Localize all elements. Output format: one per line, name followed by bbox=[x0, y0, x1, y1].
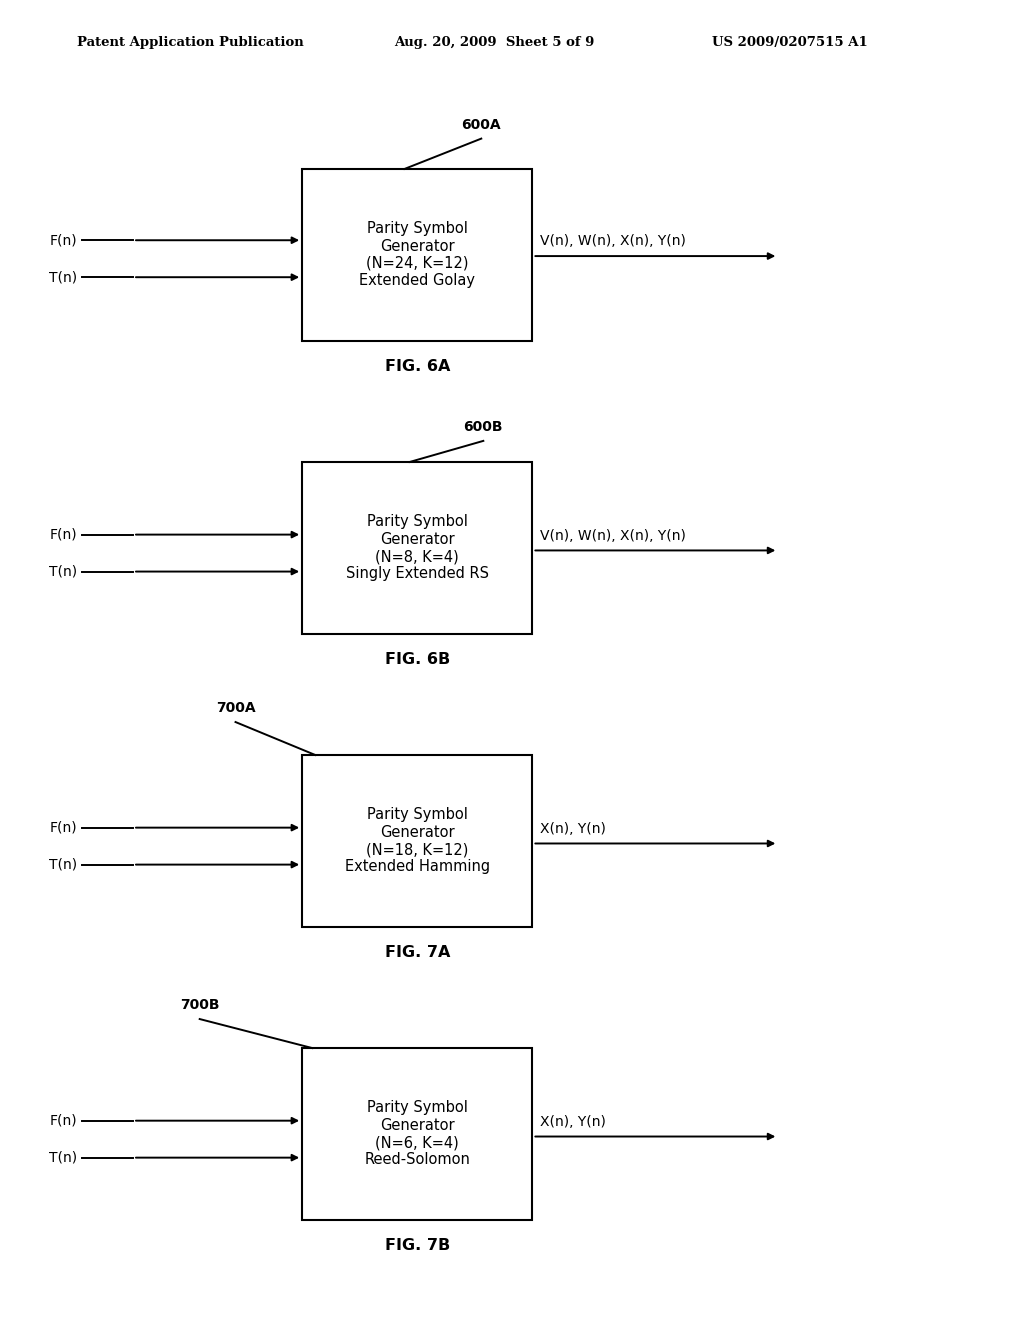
Bar bbox=[302, 755, 532, 927]
Text: F(n): F(n) bbox=[49, 234, 77, 247]
Text: 600A: 600A bbox=[462, 117, 501, 132]
Text: V(n), W(n), X(n), Y(n): V(n), W(n), X(n), Y(n) bbox=[540, 528, 685, 543]
Text: Parity Symbol
Generator
(N=6, K=4)
Reed-Solomon: Parity Symbol Generator (N=6, K=4) Reed-… bbox=[365, 1101, 470, 1167]
Bar bbox=[302, 462, 532, 634]
Text: Parity Symbol
Generator
(N=8, K=4)
Singly Extended RS: Parity Symbol Generator (N=8, K=4) Singl… bbox=[346, 515, 488, 581]
Text: T(n): T(n) bbox=[49, 565, 77, 578]
Text: Parity Symbol
Generator
(N=18, K=12)
Extended Hamming: Parity Symbol Generator (N=18, K=12) Ext… bbox=[345, 808, 489, 874]
Text: 700A: 700A bbox=[216, 701, 255, 715]
Text: X(n), Y(n): X(n), Y(n) bbox=[540, 1114, 605, 1129]
Bar bbox=[302, 169, 532, 341]
Text: F(n): F(n) bbox=[49, 1114, 77, 1127]
Text: F(n): F(n) bbox=[49, 821, 77, 834]
Text: F(n): F(n) bbox=[49, 528, 77, 541]
Text: FIG. 6A: FIG. 6A bbox=[385, 359, 451, 374]
Text: 600B: 600B bbox=[464, 420, 503, 434]
Text: T(n): T(n) bbox=[49, 1151, 77, 1164]
Bar bbox=[302, 1048, 532, 1220]
Text: T(n): T(n) bbox=[49, 271, 77, 284]
Text: X(n), Y(n): X(n), Y(n) bbox=[540, 821, 605, 836]
Text: FIG. 7B: FIG. 7B bbox=[385, 1238, 451, 1253]
Text: Parity Symbol
Generator
(N=24, K=12)
Extended Golay: Parity Symbol Generator (N=24, K=12) Ext… bbox=[359, 222, 475, 288]
Text: T(n): T(n) bbox=[49, 858, 77, 871]
Text: 700B: 700B bbox=[180, 998, 219, 1012]
Text: V(n), W(n), X(n), Y(n): V(n), W(n), X(n), Y(n) bbox=[540, 234, 685, 248]
Text: US 2009/0207515 A1: US 2009/0207515 A1 bbox=[712, 36, 867, 49]
Text: Patent Application Publication: Patent Application Publication bbox=[77, 36, 303, 49]
Text: FIG. 7A: FIG. 7A bbox=[385, 945, 451, 960]
Text: FIG. 6B: FIG. 6B bbox=[385, 652, 451, 667]
Text: Aug. 20, 2009  Sheet 5 of 9: Aug. 20, 2009 Sheet 5 of 9 bbox=[394, 36, 595, 49]
